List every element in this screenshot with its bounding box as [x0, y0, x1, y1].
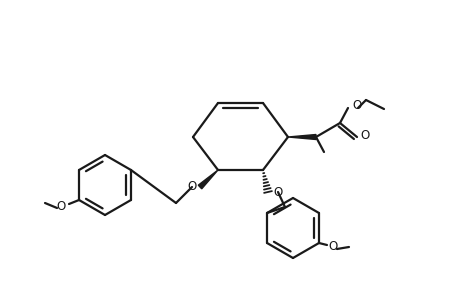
- Text: O: O: [56, 200, 66, 212]
- Text: O: O: [328, 241, 337, 254]
- Text: O: O: [273, 185, 282, 199]
- Text: O: O: [352, 98, 361, 112]
- Text: O: O: [359, 128, 369, 142]
- Polygon shape: [287, 134, 315, 140]
- Polygon shape: [198, 170, 218, 189]
- Text: O: O: [187, 179, 196, 193]
